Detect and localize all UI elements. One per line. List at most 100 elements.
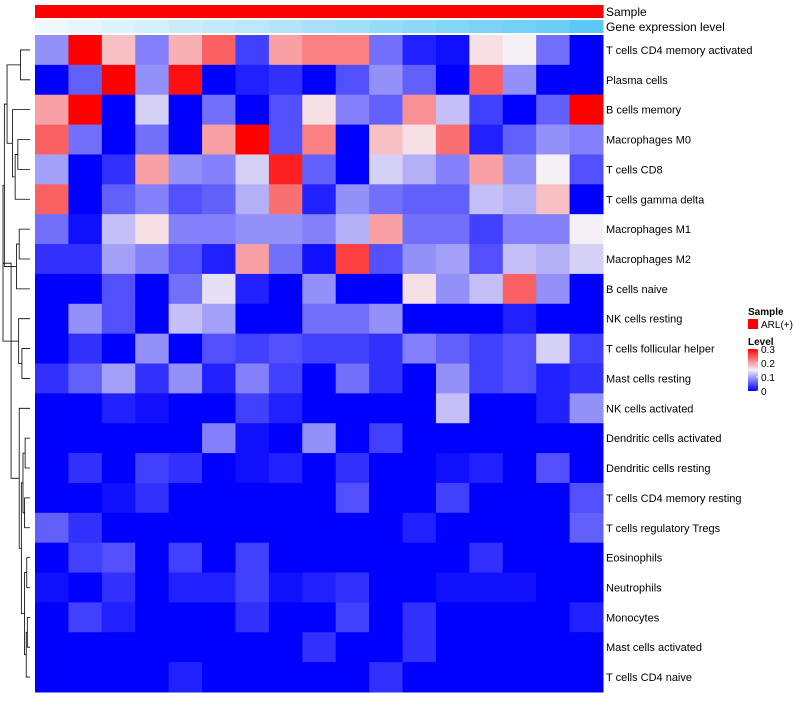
sample-anno-cell (235, 5, 270, 18)
heatmap-cell (369, 35, 404, 66)
heatmap-cell (402, 333, 437, 364)
gene-level-anno-cell (369, 20, 404, 33)
heatmap-cell (335, 273, 370, 305)
sample-anno-cell (135, 5, 170, 18)
heatmap-cell (402, 35, 437, 66)
heatmap-cell (135, 363, 170, 394)
heatmap-cell (502, 333, 537, 364)
heatmap-cell (135, 124, 170, 155)
heatmap-cell (202, 303, 236, 335)
heatmap-cell (335, 482, 370, 514)
row-label: T cells CD4 memory resting (606, 493, 742, 505)
sample-anno-cell (35, 5, 69, 18)
heatmap-cell (402, 184, 437, 215)
gene-level-anno-cell (168, 20, 203, 33)
heatmap-cell (536, 214, 571, 245)
heatmap-cell (135, 662, 170, 693)
sample-anno-cell (402, 5, 437, 18)
heatmap-cell (235, 124, 270, 155)
heatmap-cell (569, 184, 604, 215)
heatmap-cell (536, 94, 571, 126)
heatmap-cell (469, 542, 504, 574)
heatmap-cell (35, 35, 69, 66)
dendrogram-branch (24, 497, 30, 529)
heatmap-cell (369, 363, 404, 394)
heatmap-cell (168, 244, 203, 275)
heatmap-cell (268, 35, 303, 66)
heatmap-cell (369, 542, 404, 574)
heatmap-cell (435, 64, 470, 96)
gene-level-anno-cell (268, 20, 303, 33)
heatmap-cell (168, 662, 203, 693)
sample-anno-cell (536, 5, 571, 18)
heatmap-cell (68, 64, 103, 96)
heatmap-cell (135, 482, 170, 514)
heatmap-cell (402, 453, 437, 484)
heatmap-cell (268, 482, 303, 514)
heatmap-cell (302, 423, 337, 454)
heatmap-cell (502, 632, 537, 663)
heatmap-cell (302, 542, 337, 574)
heatmap-cell (536, 363, 571, 394)
heatmap-cell (235, 482, 270, 514)
sample-anno-cell (202, 5, 236, 18)
heatmap-cell (435, 453, 470, 484)
heatmap-cell (402, 363, 437, 394)
heatmap-cell (135, 35, 170, 66)
heatmap-cell (369, 303, 404, 335)
heatmap-cell (502, 244, 537, 275)
heatmap-cell (335, 124, 370, 155)
heatmap-cell (402, 512, 437, 544)
heatmap-cell (101, 333, 136, 364)
heatmap-cell (569, 154, 604, 185)
heatmap-cell (135, 303, 170, 335)
heatmap-cell (302, 64, 337, 96)
dendrogram-branch (6, 64, 21, 144)
heatmap-cell (202, 154, 236, 185)
heatmap-cell (469, 94, 504, 126)
row-label: B cells naive (606, 284, 668, 296)
heatmap-cell (268, 214, 303, 245)
heatmap-cell (235, 244, 270, 275)
heatmap-cell (35, 273, 69, 305)
heatmap-cell (68, 482, 103, 514)
heatmap-cell (202, 35, 236, 66)
heatmap-cell (268, 363, 303, 394)
heatmap-cell (101, 602, 136, 633)
dendrogram-branch (16, 243, 30, 290)
heatmap-cell (135, 393, 170, 424)
heatmap-cell (435, 154, 470, 185)
heatmap-cell (68, 273, 103, 305)
heatmap-cell (469, 453, 504, 484)
row-dendrogram (2, 49, 30, 678)
heatmap-cell (101, 423, 136, 454)
heatmap-cell (435, 423, 470, 454)
heatmap-cell (302, 662, 337, 693)
heatmap-cell (335, 333, 370, 364)
heatmap-cell (335, 423, 370, 454)
row-label: T cells regulatory Tregs (606, 523, 721, 535)
heatmap-cell (402, 64, 437, 96)
heatmap-cell (68, 542, 103, 574)
heatmap-cell (268, 124, 303, 155)
heatmap-cell (68, 124, 103, 155)
heatmap-cell (569, 363, 604, 394)
heatmap-cell (435, 94, 470, 126)
row-label: Macrophages M2 (606, 254, 691, 266)
heatmap-cell (435, 393, 470, 424)
heatmap-cell (68, 303, 103, 335)
heatmap-cell (168, 423, 203, 454)
heatmap-cell (335, 393, 370, 424)
heatmap-cell (435, 273, 470, 305)
heatmap-cell (402, 273, 437, 305)
heatmap-cell (202, 632, 236, 663)
heatmap-cell (202, 273, 236, 305)
heatmap-cell (202, 423, 236, 454)
heatmap-cell (135, 64, 170, 96)
heatmap-cell (369, 602, 404, 633)
heatmap-cell (569, 453, 604, 484)
heatmap-cell (302, 393, 337, 424)
heatmap-cell (502, 184, 537, 215)
